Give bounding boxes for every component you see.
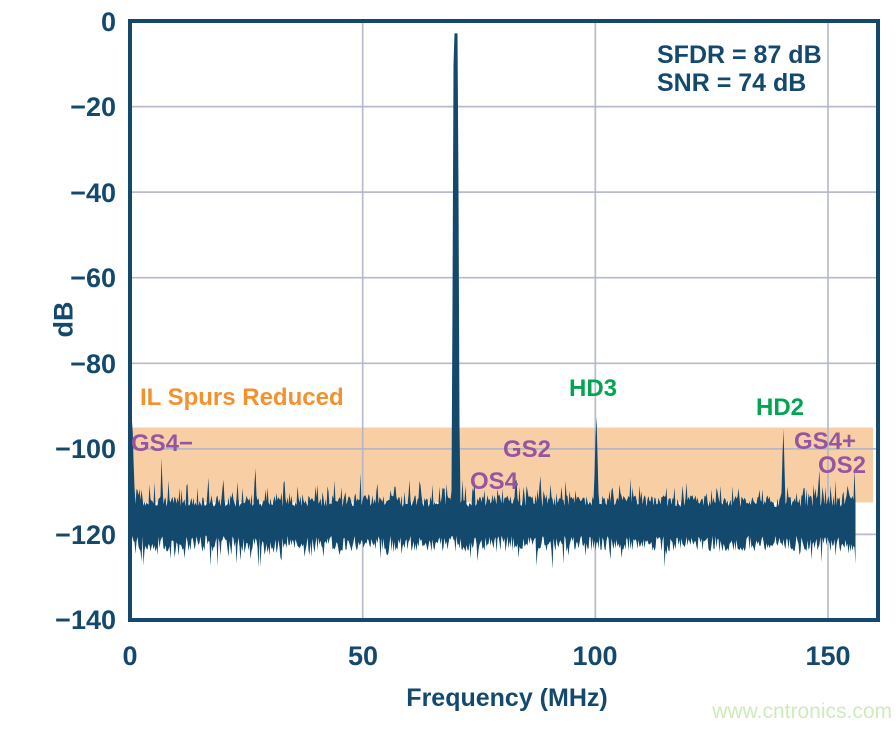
y-tick-label: −60 (70, 263, 116, 293)
spur-label-hd2: HD2 (756, 394, 805, 421)
sfdr-annotation: SFDR = 87 dB (657, 41, 822, 69)
spur-label-gs4-minus: GS4− (131, 430, 194, 457)
y-tick-label: −140 (55, 605, 116, 635)
y-axis-title: dB (48, 301, 79, 338)
spectrum-trace (131, 33, 856, 570)
snr-annotation: SNR = 74 dB (657, 69, 807, 97)
x-tick-label: 50 (347, 641, 379, 671)
y-tick-label: −20 (70, 92, 116, 122)
y-tick-label: 0 (100, 7, 116, 37)
x-tick-label: 0 (122, 641, 138, 671)
spur-label-os4: OS4 (470, 468, 519, 495)
spur-label-hd3: HD3 (569, 375, 618, 402)
y-tick-label: −40 (70, 178, 116, 208)
spur-label-os2: OS2 (818, 452, 867, 479)
x-axis-title: Frequency (MHz) (406, 684, 608, 712)
y-tick-label: −80 (70, 349, 116, 379)
spur-label-gs4-plus: GS4+ (794, 428, 857, 455)
x-tick-label: 150 (805, 641, 851, 671)
y-tick-label: −100 (55, 434, 116, 464)
il-spurs-band-label: IL Spurs Reduced (140, 384, 344, 411)
plot-frame (128, 19, 880, 622)
x-tick-label: 100 (572, 641, 618, 671)
spur-label-gs2: GS2 (503, 436, 552, 463)
y-tick-label: −120 (55, 520, 116, 550)
watermark: www.cntronics.com (712, 700, 892, 723)
